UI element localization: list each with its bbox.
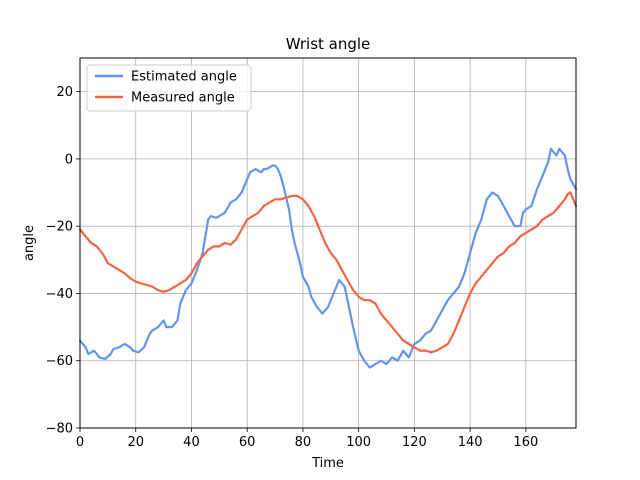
chart-title: Wrist angle: [286, 35, 371, 53]
x-tick-label: 60: [239, 435, 256, 450]
series-line-estimated: [78, 147, 578, 369]
x-tick-label: 140: [458, 435, 483, 450]
legend-label-estimated: Estimated angle: [131, 70, 237, 85]
y-tick-label: −80: [46, 422, 73, 437]
series-lines: [78, 147, 578, 369]
y-tick-label: −60: [46, 354, 73, 369]
legend: Estimated angle Measured angle: [86, 64, 252, 112]
legend-label-measured: Measured angle: [131, 91, 235, 106]
y-tick-label: −20: [46, 220, 73, 235]
y-tick-label: 0: [65, 152, 73, 167]
series-line-measured: [78, 191, 578, 354]
y-tick-label: 20: [56, 85, 73, 100]
x-tick-label: 100: [346, 435, 371, 450]
x-tick-label: 80: [295, 435, 312, 450]
x-axis: 0 20 40 60 80 100 120 140 160: [76, 428, 538, 450]
y-tick-label: −40: [46, 287, 73, 302]
legend-box: [86, 64, 252, 112]
x-tick-label: 40: [183, 435, 200, 450]
y-axis-label: angle: [22, 225, 37, 261]
x-tick-label: 120: [402, 435, 427, 450]
x-tick-label: 160: [513, 435, 538, 450]
x-tick-label: 0: [76, 435, 84, 450]
x-axis-label: Time: [311, 456, 344, 471]
y-axis: −80 −60 −40 −20 0 20: [46, 85, 80, 437]
plot-frame: [79, 57, 577, 429]
x-tick-label: 20: [127, 435, 144, 450]
